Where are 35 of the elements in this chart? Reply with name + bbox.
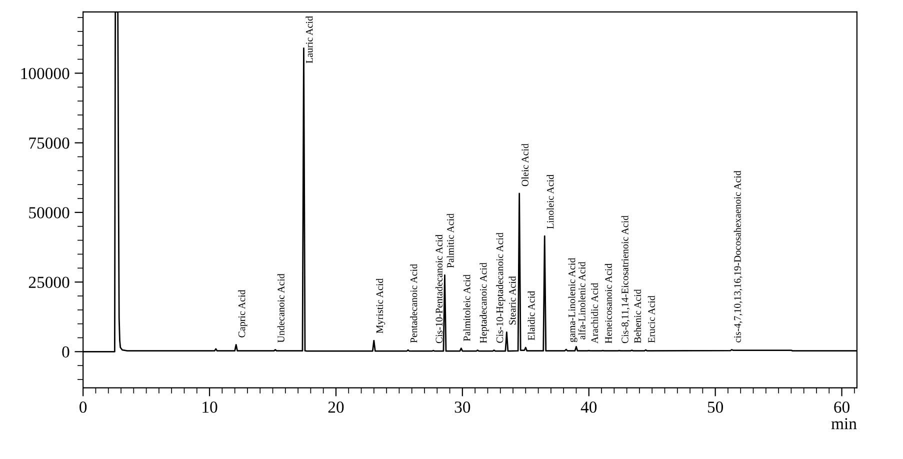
annotation: Elaidic Acid bbox=[528, 290, 535, 340]
x-tick-label: 50 bbox=[708, 402, 724, 413]
y-tick-label: 100000 bbox=[21, 68, 70, 80]
annotation: Pentadecanoic Acid bbox=[410, 264, 418, 343]
annotation: Palmitoleic Acid bbox=[463, 274, 470, 342]
annotation: Capric Acid bbox=[238, 290, 248, 338]
annotation: Behenic Acid bbox=[634, 289, 641, 344]
y-tick-label: 75000 bbox=[29, 138, 70, 149]
annotation: Stearic Acid bbox=[508, 276, 516, 325]
annotation: alfa-Linolenic Acid bbox=[578, 262, 586, 340]
annotation: gama-Linolenic Acid bbox=[568, 258, 578, 342]
x-tick-label: 30 bbox=[454, 402, 470, 413]
annotation: Cis-10-Pentadecanoic Acid bbox=[435, 234, 442, 344]
annotation: Oleic Acid bbox=[521, 144, 528, 186]
annotation: Heptadecanoic Acid bbox=[480, 262, 489, 344]
x-axis-title: min bbox=[831, 418, 857, 430]
annotation: Cis-8,11,14-Eicosatrienoic Acid bbox=[621, 216, 630, 344]
annotation: cis-4,7,10,13,16,19-Docosahexaenoic Acid bbox=[734, 170, 742, 342]
annotation: Linoleic Acid bbox=[546, 174, 554, 229]
annotation: Palmitic Acid bbox=[446, 214, 454, 268]
y-tick-label: 25000 bbox=[28, 276, 70, 288]
y-tick-label: 50000 bbox=[29, 207, 70, 218]
x-tick-label: 10 bbox=[202, 402, 218, 413]
x-tick-label: 0 bbox=[80, 402, 87, 413]
x-tick-label: 60 bbox=[834, 402, 850, 413]
x-tick-label: 40 bbox=[580, 402, 597, 413]
annotation: Lauric Acid bbox=[306, 16, 313, 64]
annotation: Myristic Acid bbox=[376, 278, 386, 334]
y-tick-label: 0 bbox=[62, 346, 70, 358]
annotation: Arachidic Acid bbox=[590, 282, 598, 344]
annotation: Cis-10-Heptadecanoic Acid bbox=[496, 232, 506, 343]
annotation: Heneicosanoic Acid bbox=[604, 263, 612, 344]
x-tick-label: 20 bbox=[328, 402, 344, 413]
annotation: Erucic Acid bbox=[648, 296, 655, 343]
annotation: Undecanoic Acid bbox=[277, 274, 284, 343]
